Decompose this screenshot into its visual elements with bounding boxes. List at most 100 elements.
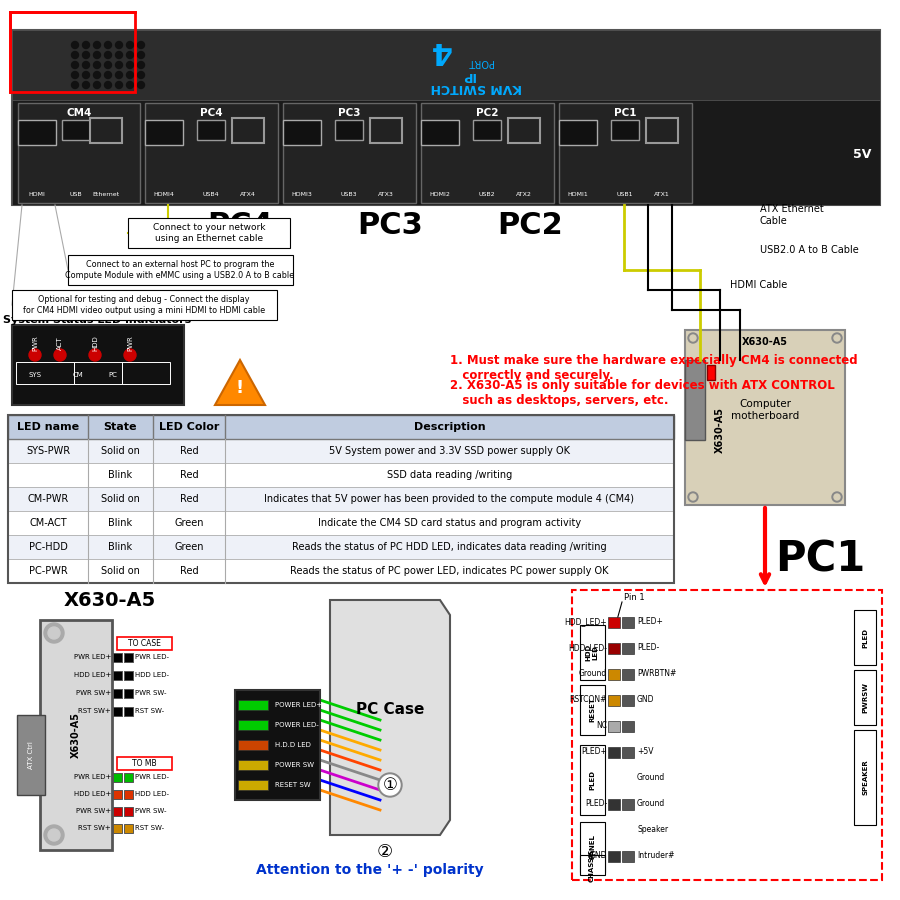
Text: Red: Red — [180, 494, 198, 504]
Text: CM-ACT: CM-ACT — [29, 518, 67, 528]
Bar — [854, 730, 876, 825]
Text: PLED+: PLED+ — [637, 617, 663, 626]
Text: 5V: 5V — [853, 148, 871, 161]
Bar — [622, 799, 634, 810]
Bar — [8, 415, 674, 439]
Bar — [559, 120, 597, 145]
Bar — [370, 118, 402, 143]
Text: HDMI3: HDMI3 — [292, 193, 312, 197]
Circle shape — [94, 51, 101, 59]
Text: HDD LED-: HDD LED- — [135, 791, 169, 797]
Bar — [90, 118, 122, 143]
Bar — [283, 120, 321, 145]
Text: PWR SW-: PWR SW- — [135, 808, 166, 814]
Text: ATX4: ATX4 — [240, 193, 256, 197]
Text: PWR SW+: PWR SW+ — [76, 690, 111, 696]
Bar — [145, 103, 278, 203]
Bar — [608, 851, 620, 862]
Text: PC3: PC3 — [357, 211, 423, 239]
Bar — [473, 120, 501, 140]
Text: Solid on: Solid on — [101, 494, 140, 504]
Bar — [124, 689, 133, 698]
Bar — [283, 103, 416, 203]
Bar — [113, 653, 122, 662]
Circle shape — [380, 775, 400, 795]
Bar — [8, 535, 674, 559]
Bar — [12, 30, 880, 205]
Bar — [622, 695, 634, 706]
Text: HDD_LED-: HDD_LED- — [568, 644, 607, 652]
Circle shape — [83, 51, 89, 59]
Text: Red: Red — [180, 446, 198, 456]
Circle shape — [94, 71, 101, 78]
Bar — [238, 760, 268, 770]
Text: USB2.0 A to B Cable: USB2.0 A to B Cable — [760, 245, 859, 255]
Text: USB4: USB4 — [202, 193, 220, 197]
Bar — [235, 690, 320, 800]
Text: CHASSIS: CHASSIS — [589, 849, 595, 882]
Bar — [608, 747, 620, 758]
Circle shape — [71, 71, 78, 78]
Bar — [18, 103, 140, 203]
Bar — [572, 590, 882, 880]
Text: RSTCON#: RSTCON# — [570, 696, 607, 705]
Bar — [580, 822, 605, 872]
Bar — [335, 120, 363, 140]
Text: Blink: Blink — [108, 470, 132, 480]
Bar — [117, 637, 172, 650]
Text: PLED-: PLED- — [585, 799, 607, 808]
Bar — [559, 103, 692, 203]
Text: Reads the status of PC HDD LED, indicates data reading /writing: Reads the status of PC HDD LED, indicate… — [292, 542, 607, 552]
Text: PWR LED-: PWR LED- — [135, 654, 169, 660]
Text: ②: ② — [377, 843, 393, 861]
Bar — [122, 362, 170, 384]
Circle shape — [832, 333, 842, 343]
Text: Indicate the CM4 SD card status and program activity: Indicate the CM4 SD card status and prog… — [318, 518, 581, 528]
Bar — [40, 620, 112, 850]
Text: 4: 4 — [429, 35, 451, 65]
Text: RESET: RESET — [589, 698, 595, 723]
Text: Blink: Blink — [108, 518, 132, 528]
Text: PWR SW-: PWR SW- — [135, 690, 166, 696]
Text: Solid on: Solid on — [101, 446, 140, 456]
Text: IP: IP — [461, 68, 475, 82]
Text: ACT: ACT — [57, 337, 63, 350]
Circle shape — [115, 41, 122, 49]
Circle shape — [104, 61, 112, 68]
Bar — [421, 103, 554, 203]
Text: 1. Must make sure the hardware expecially CM4 is connected
   correctly and secu: 1. Must make sure the hardware expeciall… — [450, 354, 858, 382]
Text: POWER SW: POWER SW — [275, 762, 314, 768]
Bar — [124, 653, 133, 662]
Text: USB: USB — [69, 193, 82, 197]
Text: H.D.D LED: H.D.D LED — [275, 742, 310, 748]
Circle shape — [688, 492, 698, 502]
Text: Blink: Blink — [108, 542, 132, 552]
Text: State: State — [104, 422, 137, 432]
Text: CM4: CM4 — [67, 108, 92, 118]
Text: PC2: PC2 — [476, 108, 499, 118]
Text: HDD: HDD — [92, 335, 98, 351]
Circle shape — [115, 82, 122, 88]
Bar — [508, 118, 540, 143]
Circle shape — [688, 333, 698, 343]
Bar — [238, 700, 268, 710]
Bar — [128, 218, 290, 248]
Bar — [113, 689, 122, 698]
Circle shape — [89, 349, 101, 361]
Text: Optional for testing and debug - Connect the display
for CM4 HDMI video output u: Optional for testing and debug - Connect… — [22, 295, 266, 315]
Text: Ground: Ground — [579, 670, 607, 679]
Bar — [622, 721, 634, 732]
Text: KVM SWITCH: KVM SWITCH — [430, 82, 522, 94]
Text: HDD LED+: HDD LED+ — [74, 672, 111, 678]
Text: Red: Red — [180, 470, 198, 480]
Text: PC-PWR: PC-PWR — [29, 566, 68, 576]
Text: ATX Ctrl: ATX Ctrl — [28, 741, 34, 769]
Bar — [608, 669, 620, 680]
Circle shape — [104, 51, 112, 59]
Text: PWRSW: PWRSW — [862, 682, 868, 713]
Text: X630-A5: X630-A5 — [71, 712, 81, 758]
Polygon shape — [330, 600, 450, 835]
Text: PC1: PC1 — [614, 108, 637, 118]
Text: HDMI1: HDMI1 — [568, 193, 589, 197]
Circle shape — [138, 41, 145, 49]
